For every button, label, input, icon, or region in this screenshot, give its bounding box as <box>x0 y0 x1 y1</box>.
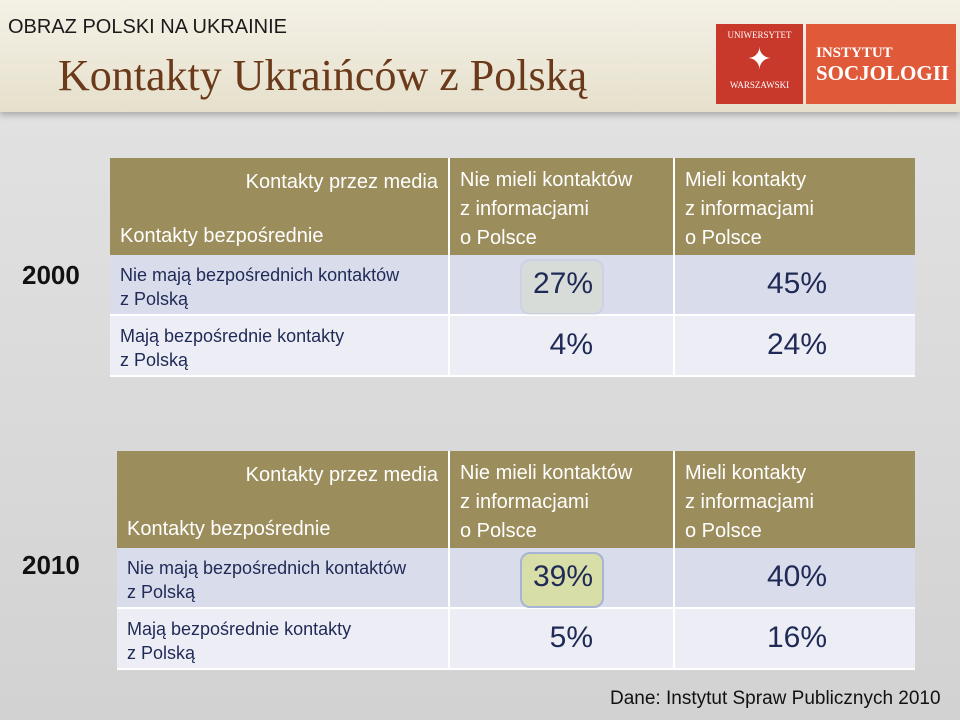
highlight-box <box>520 552 604 608</box>
logo-eagle: ✦ <box>746 43 773 76</box>
title: Kontakty Ukraińców z Polską <box>58 51 588 100</box>
row-label: Mają bezpośrednie kontakty z Polską <box>117 609 450 670</box>
value-text: 16% <box>766 621 827 654</box>
value-text: 45% <box>766 267 827 300</box>
year-label: 2010 <box>22 550 80 580</box>
university-logo: UNIWERSYTET ✦ WARSZAWSKI <box>716 24 803 104</box>
row-label: Mają bezpośrednie kontakty z Polską <box>110 316 450 377</box>
value-cell: 24% <box>675 316 915 377</box>
table: Kontakty przez media Kontakty bezpośredni… <box>117 451 915 670</box>
row-label: Nie mają bezpośrednich kontaktów z Polsk… <box>117 548 450 609</box>
value-cell: 5% <box>450 609 675 670</box>
logo-text: INSTYTUT <box>816 45 893 61</box>
column-header: Mieli kontakty z informacjami o Polsce <box>675 158 915 255</box>
value-cell: 45% <box>675 255 915 316</box>
source-note: Dane: Instytut Spraw Publicznych 2010 <box>610 688 941 709</box>
table: Kontakty przez media Kontakty bezpośredni… <box>110 158 915 377</box>
column-header: Mieli kontakty z informacjami o Polsce <box>675 451 915 548</box>
corner-header: Kontakty przez media Kontakty bezpośredni… <box>110 158 450 255</box>
value-cell: 40% <box>675 548 915 609</box>
column-header: Nie mieli kontaktów z informacjami o Pol… <box>450 158 675 255</box>
highlight-box <box>520 259 604 315</box>
column-group-label: Kontakty przez media <box>245 464 438 486</box>
value-cell: 4% <box>450 316 675 377</box>
value-cell: 16% <box>675 609 915 670</box>
logo-text: WARSZAWSKI <box>729 80 790 90</box>
row-group-label: Kontakty bezpośrednie <box>127 518 331 540</box>
value-cell: 39% <box>450 548 675 609</box>
value-text: 4% <box>549 328 593 361</box>
logo-text: SOCJOLOGII <box>816 61 950 85</box>
institute-logo: INSTYTUT SOCJOLOGII <box>806 24 956 104</box>
value-text: 5% <box>549 621 593 654</box>
value-text: 24% <box>766 328 827 361</box>
column-group-label: Kontakty przez media <box>245 171 438 193</box>
row-label: Nie mają bezpośrednich kontaktów z Polsk… <box>110 255 450 316</box>
year-label: 2000 <box>22 260 80 290</box>
logo-text: UNIWERSYTET <box>727 30 792 40</box>
column-header: Nie mieli kontaktów z informacjami o Pol… <box>450 451 675 548</box>
value-cell: 27% <box>450 255 675 316</box>
corner-header: Kontakty przez media Kontakty bezpośredni… <box>117 451 450 548</box>
value-text: 27% <box>532 267 593 300</box>
row-group-label: Kontakty bezpośrednie <box>120 225 324 247</box>
subtitle: OBRAZ POLSKI NA UKRAINIE <box>8 16 287 38</box>
value-text: 39% <box>532 560 593 593</box>
value-text: 40% <box>766 560 827 593</box>
